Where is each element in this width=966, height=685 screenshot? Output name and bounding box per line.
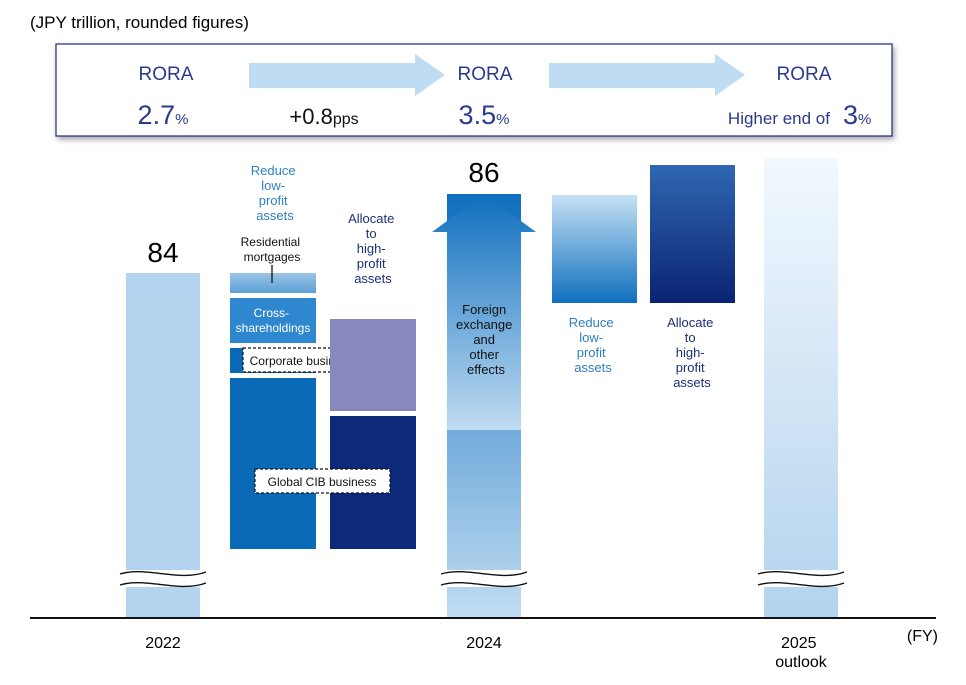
rora-panel [55, 43, 893, 137]
reduce-cross-shareholdings [230, 298, 316, 343]
bar-2022-value-label: 84 [147, 237, 178, 268]
allocate-label-2: Allocate to high- profit assets [667, 315, 717, 390]
reduce-2025-bar [552, 195, 637, 303]
bar-2022-total [126, 273, 200, 618]
axis-break-2025 [757, 570, 845, 588]
reduce-label-1: Reduce low- profit assets [251, 163, 299, 223]
bar-2025-outlook [764, 158, 838, 618]
rora-value-2022: 2.7% [138, 100, 189, 130]
fx-effects-arrow [432, 194, 536, 430]
axis-break-2022 [119, 570, 207, 588]
residential-mortgages-label: Residential mortgages [241, 235, 304, 264]
fy-axis-label: (FY) [907, 628, 938, 645]
x-tick-2024: 2024 [466, 635, 502, 652]
rora-label-2025: RORA [777, 64, 832, 85]
rora-arrow-2 [549, 54, 745, 96]
unit-note: (JPY trillion, rounded figures) [30, 13, 249, 32]
reduce-global-cib [230, 378, 316, 549]
global-cib-label: Global CIB business [268, 475, 377, 489]
cross-shareholdings-label: Cross- shareholdings [236, 306, 311, 335]
x-tick-2022: 2022 [145, 635, 181, 652]
reduce-residential-mortgages [230, 273, 316, 293]
reduce-label-2: Reduce low- profit assets [569, 315, 617, 375]
allocate-2025-bar [650, 165, 735, 303]
bar-2024-value-label: 86 [468, 157, 499, 188]
rora-prefix-2025: Higher end of [728, 109, 830, 128]
rora-label-2022: RORA [139, 64, 194, 85]
rora-arrow-1 [249, 54, 445, 96]
rora-label-2024: RORA [458, 64, 513, 85]
allocate-label-1: Allocate to high- profit assets [348, 211, 398, 286]
rora-value-2024: 3.5% [459, 100, 510, 130]
allocate-upper-segment [330, 319, 416, 411]
axis-break-2024 [440, 570, 528, 588]
rora-value-2025: 3% [843, 100, 871, 130]
global-cib-callout [254, 468, 391, 494]
rora-change: +0.8pps [289, 104, 358, 129]
fx-effects-label: Foreign exchange and other effects [456, 302, 516, 377]
x-tick-2025-outlook: 2025 outlook [775, 635, 828, 671]
